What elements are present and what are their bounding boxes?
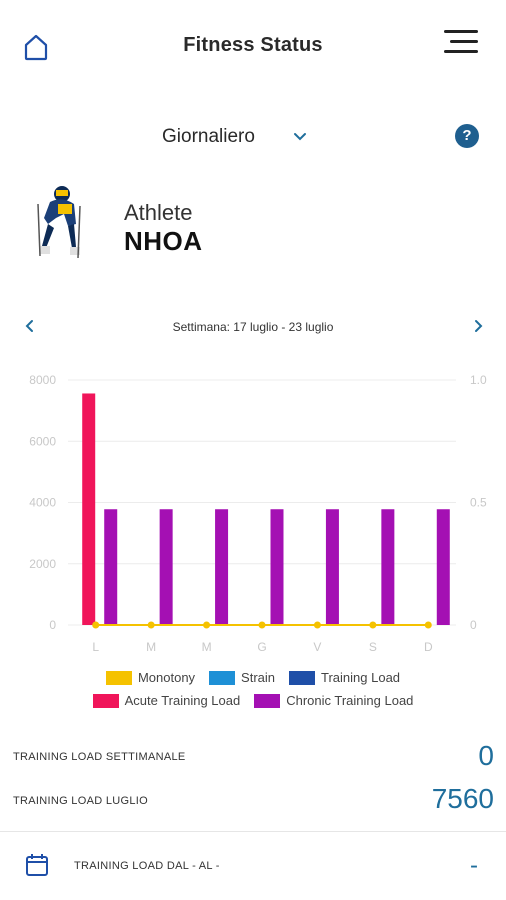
point-monotony [369,621,377,629]
point-monotony [203,621,211,629]
bar-acute-training-load [82,393,96,625]
chart-legend: Monotony Strain Training Load Acute Traini… [0,670,506,716]
athlete-role: Athlete [124,200,193,225]
bar-chronic-training-load [325,509,339,625]
legend-label: Chronic Training Load [286,693,414,708]
point-monotony [313,621,321,629]
legend-item[interactable]: Chronic Training Load [254,693,413,708]
legend-swatch [92,693,119,708]
y-right-tick-label: 0.5 [470,496,487,510]
y-left-tick-label: 4000 [29,496,56,510]
menu-icon-bar [450,40,478,43]
menu-icon-bar [444,50,478,53]
bar-chronic-training-load [270,509,284,625]
bar-chronic-training-load [215,509,229,625]
bar-chronic-training-load [104,509,118,625]
fitness-chart: 8000 6000 4000 2000 0 1.0 0.5 0 L M M G V S D [29,373,487,654]
divider [0,831,506,832]
athlete-avatar [32,184,84,264]
y-left-tick-label: 0 [49,618,56,632]
bar-chronic-training-load [159,509,173,625]
legend-item[interactable]: Monotony [105,670,196,685]
menu-button[interactable] [444,30,480,60]
bar-chronic-training-load [436,509,450,625]
week-range: Settimana: 17 luglio - 23 luglio [172,320,334,334]
chevron-left-icon[interactable] [22,318,38,334]
y-right-tick-label: 1.0 [470,373,487,387]
weekly-load-value: 0 [478,740,494,771]
legend-label: Acute Training Load [124,693,241,708]
help-button[interactable]: ? [455,124,479,148]
legend-item[interactable]: Acute Training Load [92,693,241,708]
legend-label: Strain [241,670,276,685]
y-left-tick-label: 8000 [29,373,56,387]
y-left-tick-label: 6000 [29,434,56,448]
x-tick-label: D [424,640,433,654]
period-select[interactable]: Giornaliero [162,126,255,147]
x-tick-label: M [146,640,156,654]
x-tick-label: M [202,640,212,654]
y-left-tick-label: 2000 [29,557,56,571]
legend-swatch [105,670,132,685]
x-tick-label: V [313,640,321,654]
range-load-value: - [470,852,478,879]
legend-item[interactable]: Training Load [289,670,400,685]
legend-swatch [254,693,281,708]
point-monotony [424,621,432,629]
page-title: Fitness Status [183,34,323,56]
legend-label: Monotony [137,670,196,685]
home-icon [24,34,48,61]
monthly-load-value: 7560 [431,783,494,814]
point-monotony [258,621,266,629]
y-right-tick-label: 0 [470,618,477,632]
point-monotony [147,621,155,629]
home-button[interactable] [22,32,50,62]
chevron-right-icon[interactable] [470,318,486,334]
x-tick-label: G [257,640,266,654]
menu-icon-bar [444,30,478,33]
legend-swatch [209,670,236,685]
legend-swatch [289,670,316,685]
bar-chronic-training-load [381,509,395,625]
legend-label: Training Load [321,670,401,685]
range-load-label: TRAINING LOAD DAL - AL - [74,860,220,872]
x-tick-label: S [369,640,377,654]
point-monotony [92,621,100,629]
weekly-load-label: TRAINING LOAD SETTIMANALE [13,751,186,763]
calendar-icon[interactable] [24,852,50,878]
monthly-load-label: TRAINING LOAD LUGLIO [13,795,148,807]
athlete-name: NHOA [124,226,203,256]
chevron-down-icon[interactable] [292,128,308,144]
x-tick-label: L [92,640,99,654]
legend-item[interactable]: Strain [209,670,275,685]
